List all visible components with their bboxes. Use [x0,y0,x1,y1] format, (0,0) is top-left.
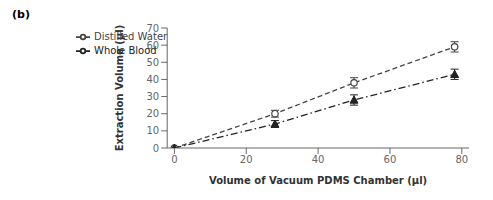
svg-text:10: 10 [146,125,159,136]
svg-text:70: 70 [146,23,159,34]
svg-text:20: 20 [146,108,159,119]
svg-text:80: 80 [455,154,468,165]
svg-text:20: 20 [240,154,253,165]
svg-text:60: 60 [146,40,159,51]
svg-text:60: 60 [384,154,397,165]
svg-text:50: 50 [146,57,159,68]
svg-text:40: 40 [312,154,325,165]
svg-text:30: 30 [146,91,159,102]
svg-text:Extraction Volume (μl): Extraction Volume (μl) [114,25,125,152]
svg-text:0: 0 [171,154,177,165]
svg-text:40: 40 [146,74,159,85]
svg-text:0: 0 [153,143,159,154]
svg-text:Volume of Vacuum PDMS Chamber: Volume of Vacuum PDMS Chamber (μl) [209,175,427,186]
